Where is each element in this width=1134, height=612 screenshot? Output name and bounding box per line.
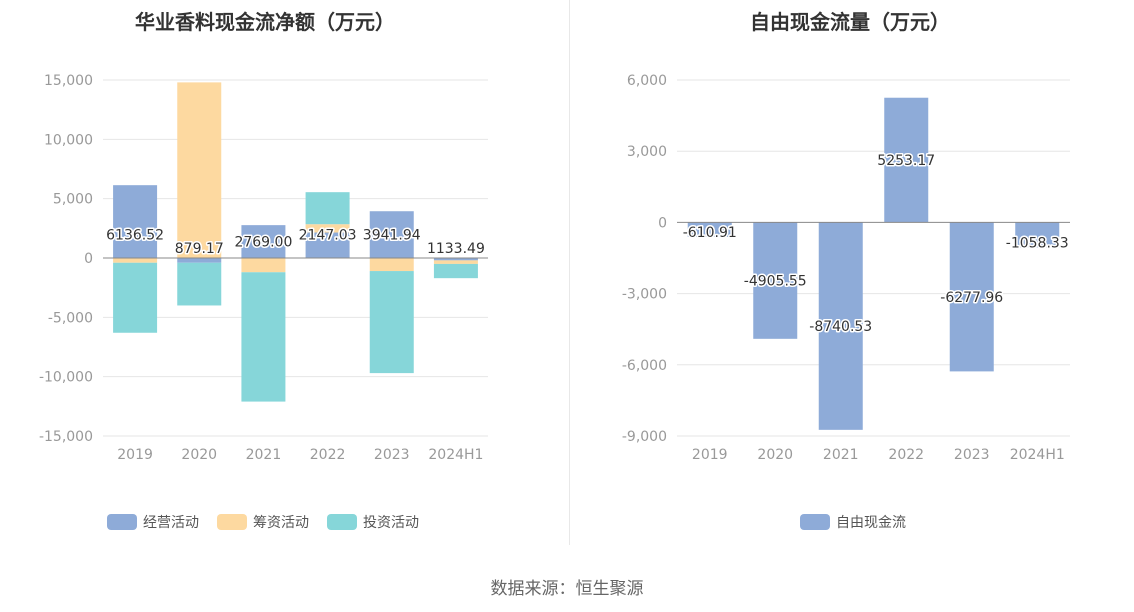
left-ytick-label: 0 — [84, 251, 93, 267]
left-bar-investing — [369, 271, 414, 374]
right-data-label: -1058.33 — [1006, 236, 1069, 252]
right-xtick-label: 2023 — [954, 447, 990, 463]
right-ytick-label: 0 — [658, 215, 667, 231]
right-xtick-label: 2022 — [888, 447, 924, 463]
legend-swatch-financing — [217, 514, 247, 530]
legend-item-financing[interactable]: 筹资活动 — [217, 512, 309, 532]
left-ytick-label: 5,000 — [53, 192, 93, 208]
left-bar-financing — [113, 258, 158, 263]
right-bar-fcf — [687, 222, 732, 237]
legend-label-investing: 投资活动 — [363, 515, 419, 531]
right-ytick-label: -9,000 — [622, 429, 667, 445]
legend-item-operating[interactable]: 经营活动 — [107, 512, 199, 532]
legend-label-financing: 筹资活动 — [253, 515, 309, 531]
left-ytick-label: -15,000 — [39, 429, 93, 445]
left-chart-title: 华业香料现金流净额（万元） — [135, 10, 395, 34]
right-data-label: 5253.17 — [877, 153, 935, 169]
left-bar-operating — [113, 185, 158, 258]
left-bar-investing — [305, 192, 350, 225]
legend-label-operating: 经营活动 — [143, 515, 199, 531]
left-xtick-label: 2022 — [310, 447, 346, 463]
left-bar-investing — [433, 263, 478, 279]
left-bar-investing — [113, 262, 158, 333]
left-ytick-label: -5,000 — [48, 310, 93, 326]
left-bar-operating — [369, 211, 414, 258]
right-bar-fcf — [818, 222, 863, 430]
right-xtick-label: 2020 — [757, 447, 793, 463]
left-xtick-label: 2023 — [374, 447, 410, 463]
left-ytick-label: -10,000 — [39, 370, 93, 386]
right-bar-fcf — [1015, 222, 1060, 248]
right-bar-fcf — [884, 97, 929, 223]
right-xtick-label: 2021 — [823, 447, 859, 463]
left-data-label: 1133.49 — [427, 241, 485, 257]
left-data-label: 6136.52 — [106, 227, 164, 243]
left-data-label: 2147.03 — [299, 227, 357, 243]
legend-swatch-investing — [327, 514, 357, 530]
right-data-label: -610.91 — [683, 225, 737, 241]
left-xtick-label: 2024H1 — [428, 447, 483, 463]
right-ytick-label: 6,000 — [627, 73, 667, 89]
left-ytick-label: 10,000 — [44, 132, 93, 148]
left-bar-investing — [241, 272, 286, 402]
left-bar-financing — [177, 82, 222, 258]
right-legend: 自由现金流 — [800, 512, 906, 532]
chart-divider — [569, 0, 570, 545]
left-data-label: 3941.94 — [363, 228, 421, 244]
right-data-label: -8740.53 — [809, 319, 872, 335]
right-chart-title: 自由现金流量（万元） — [750, 10, 950, 34]
left-bar-operating — [433, 258, 478, 261]
left-ytick-label: 15,000 — [44, 73, 93, 89]
legend-swatch-fcf — [800, 514, 830, 530]
left-xtick-label: 2020 — [181, 447, 217, 463]
left-legend: 经营活动 筹资活动 投资活动 — [107, 512, 419, 532]
right-ytick-label: 3,000 — [627, 144, 667, 160]
legend-item-fcf[interactable]: 自由现金流 — [800, 512, 906, 532]
left-bar-financing — [241, 258, 286, 273]
right-ytick-label: -3,000 — [622, 287, 667, 303]
right-bar-fcf — [949, 222, 994, 372]
right-bar-fcf — [753, 222, 798, 339]
legend-item-investing[interactable]: 投资活动 — [327, 512, 419, 532]
left-bar-investing — [177, 262, 222, 306]
left-xtick-label: 2021 — [246, 447, 282, 463]
right-xtick-label: 2019 — [692, 447, 728, 463]
right-data-label: -6277.96 — [940, 290, 1003, 306]
data-source: 数据来源：恒生聚源 — [490, 579, 644, 599]
left-xtick-label: 2019 — [117, 447, 153, 463]
right-xtick-label: 2024H1 — [1010, 447, 1065, 463]
left-data-label: 2769.00 — [234, 235, 292, 251]
right-ytick-label: -6,000 — [622, 358, 667, 374]
left-bar-financing — [305, 224, 350, 233]
right-data-label: -4905.55 — [744, 274, 807, 290]
left-bar-operating — [305, 232, 350, 258]
left-data-label: 879.17 — [175, 241, 224, 257]
left-bar-financing — [369, 258, 414, 272]
legend-label-fcf: 自由现金流 — [836, 515, 906, 531]
left-bar-operating — [241, 225, 286, 258]
legend-swatch-operating — [107, 514, 137, 530]
left-bar-operating — [177, 258, 222, 263]
left-bar-financing — [433, 260, 478, 264]
